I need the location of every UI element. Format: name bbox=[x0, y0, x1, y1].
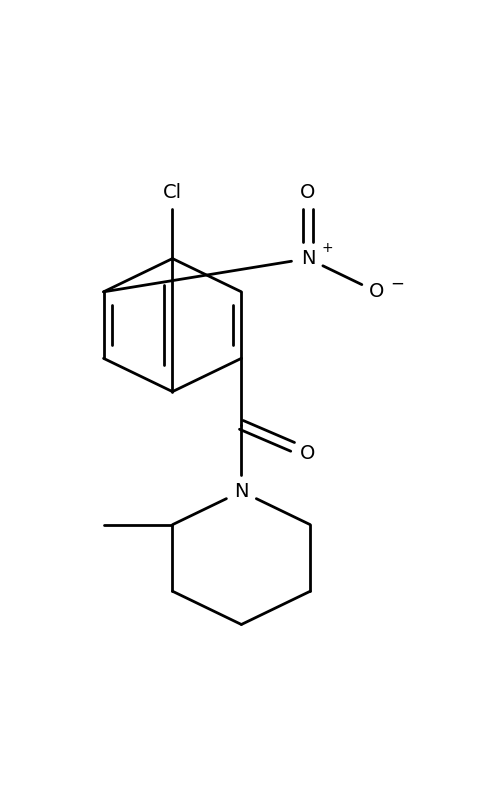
Text: O: O bbox=[300, 444, 315, 463]
Text: Cl: Cl bbox=[163, 183, 182, 202]
Text: −: − bbox=[390, 274, 404, 292]
Text: N: N bbox=[234, 482, 249, 501]
Text: O: O bbox=[300, 183, 315, 202]
Text: +: + bbox=[321, 241, 333, 255]
Text: O: O bbox=[369, 282, 384, 301]
Text: N: N bbox=[301, 249, 315, 268]
